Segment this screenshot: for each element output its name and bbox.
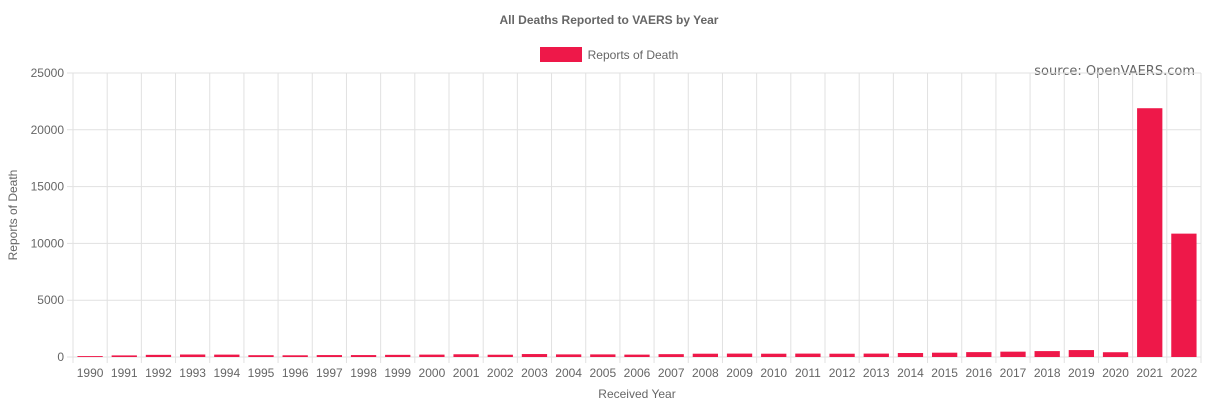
x-tick-label: 1996 — [282, 366, 309, 380]
bar-2009[interactable] — [726, 353, 753, 357]
bar-1997[interactable] — [316, 355, 343, 357]
x-tick-label: 2018 — [1034, 366, 1061, 380]
x-tick-label: 1997 — [316, 366, 343, 380]
bar-2018[interactable] — [1034, 351, 1060, 357]
bar-1999[interactable] — [385, 354, 411, 357]
bar-2002[interactable] — [487, 354, 513, 357]
bar-2022[interactable] — [1171, 233, 1197, 357]
y-tick-label: 0 — [57, 350, 64, 364]
x-tick-label: 2002 — [487, 366, 514, 380]
x-tick-label: 2014 — [897, 366, 924, 380]
bar-2007[interactable] — [658, 354, 684, 357]
x-tick-label: 2010 — [760, 366, 787, 380]
x-tick-label: 2022 — [1171, 366, 1198, 380]
bar-2000[interactable] — [419, 354, 445, 357]
x-tick-label: 2007 — [658, 366, 685, 380]
bar-1994[interactable] — [214, 354, 240, 357]
y-tick-label: 10000 — [31, 236, 65, 250]
x-tick-label: 2005 — [589, 366, 616, 380]
x-tick-label: 1999 — [384, 366, 411, 380]
x-tick-label: 1991 — [111, 366, 138, 380]
x-tick-label: 1998 — [350, 366, 377, 380]
y-axis-title: Reports of Death — [6, 170, 20, 261]
bar-2013[interactable] — [863, 353, 889, 357]
bar-2005[interactable] — [590, 354, 616, 357]
bar-2006[interactable] — [624, 354, 650, 357]
source-watermark: source: OpenVAERS.com — [1034, 64, 1195, 79]
legend[interactable]: Reports of Death — [0, 47, 1218, 62]
bar-2004[interactable] — [555, 354, 582, 357]
x-tick-label: 2020 — [1102, 366, 1129, 380]
x-tick-label: 2019 — [1068, 366, 1095, 380]
bar-1998[interactable] — [350, 355, 377, 357]
x-tick-label: 2003 — [521, 366, 548, 380]
bar-2008[interactable] — [692, 353, 719, 357]
x-tick-label: 2017 — [1000, 366, 1027, 380]
bar-2012[interactable] — [829, 353, 855, 357]
x-tick-label: 2008 — [692, 366, 719, 380]
bar-1993[interactable] — [179, 354, 206, 357]
x-tick-label: 2006 — [624, 366, 651, 380]
x-tick-label: 1995 — [248, 366, 275, 380]
x-tick-label: 2011 — [795, 366, 821, 380]
legend-label[interactable]: Reports of Death — [587, 47, 679, 62]
bar-2021[interactable] — [1137, 108, 1163, 357]
x-tick-label: 2000 — [419, 366, 446, 380]
bar-2015[interactable] — [931, 352, 958, 357]
x-tick-label: 2012 — [829, 366, 856, 380]
x-axis-title: Received Year — [598, 387, 675, 401]
x-tick-label: 2016 — [965, 366, 992, 380]
chart-title: All Deaths Reported to VAERS by Year — [499, 13, 719, 27]
y-tick-label: 25000 — [31, 66, 65, 80]
x-tick-label: 2001 — [453, 366, 480, 380]
bar-2020[interactable] — [1102, 352, 1129, 357]
x-tick-label: 2015 — [931, 366, 958, 380]
x-tick-label: 1994 — [213, 366, 240, 380]
x-tick-label: 2009 — [726, 366, 753, 380]
y-tick-label: 20000 — [31, 123, 65, 137]
x-tick-label: 1990 — [77, 366, 104, 380]
bar-2010[interactable] — [761, 353, 787, 357]
legend-swatch[interactable] — [539, 47, 582, 62]
x-tick-label: 1993 — [179, 366, 206, 380]
bar-2014[interactable] — [897, 353, 924, 357]
bar-2019[interactable] — [1068, 350, 1095, 357]
x-tick-label: 1992 — [145, 366, 172, 380]
bar-1991[interactable] — [111, 355, 137, 357]
bar-1992[interactable] — [145, 354, 172, 357]
bar-1996[interactable] — [282, 355, 308, 357]
bar-2011[interactable] — [795, 353, 821, 357]
y-tick-label: 15000 — [31, 180, 65, 194]
bar-1990[interactable] — [77, 356, 103, 357]
bar-2016[interactable] — [966, 352, 992, 357]
bar-2017[interactable] — [1000, 351, 1026, 357]
bar-2003[interactable] — [521, 354, 548, 357]
y-tick-label: 5000 — [37, 293, 64, 307]
x-tick-label: 2013 — [863, 366, 890, 380]
bar-2001[interactable] — [453, 354, 479, 357]
bar-1995[interactable] — [248, 355, 274, 357]
x-tick-label: 2004 — [555, 366, 582, 380]
x-tick-label: 2021 — [1136, 366, 1163, 380]
